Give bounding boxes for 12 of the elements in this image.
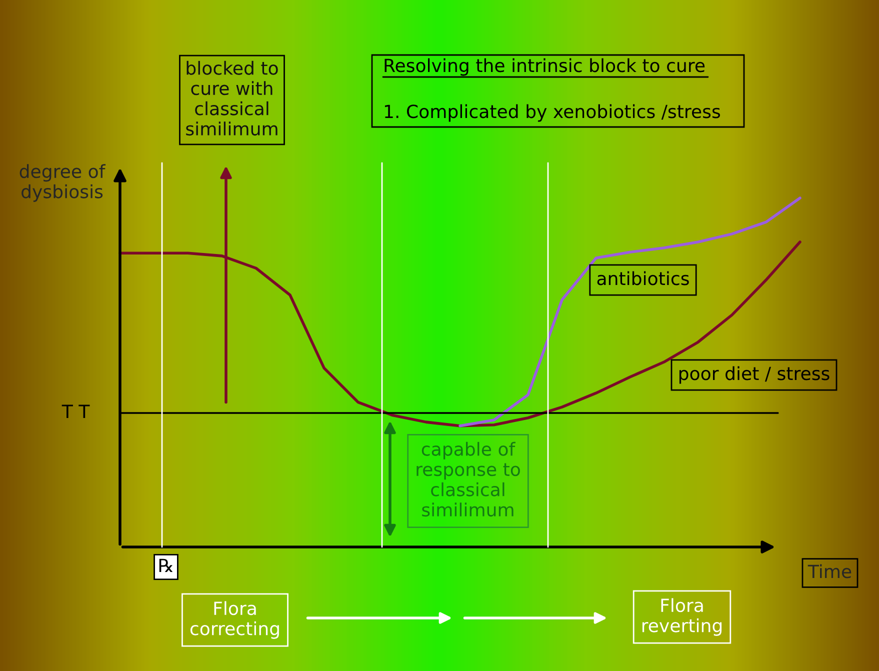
series-label: antibiotics <box>597 271 689 286</box>
y-axis-title: degree of dysbiosis <box>20 164 106 202</box>
x-axis-title: Time <box>808 564 852 578</box>
ref-line-label: T T <box>62 404 90 418</box>
text: Flora correcting <box>190 601 279 639</box>
annotation: capable of response to classical similimum <box>416 442 520 517</box>
text: Flora reverting <box>642 598 722 636</box>
text: Resolving the intrinsic block to cure <box>384 58 705 76</box>
text: 1. Complicated by xenobiotics /stress <box>384 104 720 122</box>
text: blocked to cure with classical similimum <box>186 60 278 136</box>
text: ℞ <box>159 558 173 572</box>
series-label: poor diet / stress <box>679 366 830 384</box>
